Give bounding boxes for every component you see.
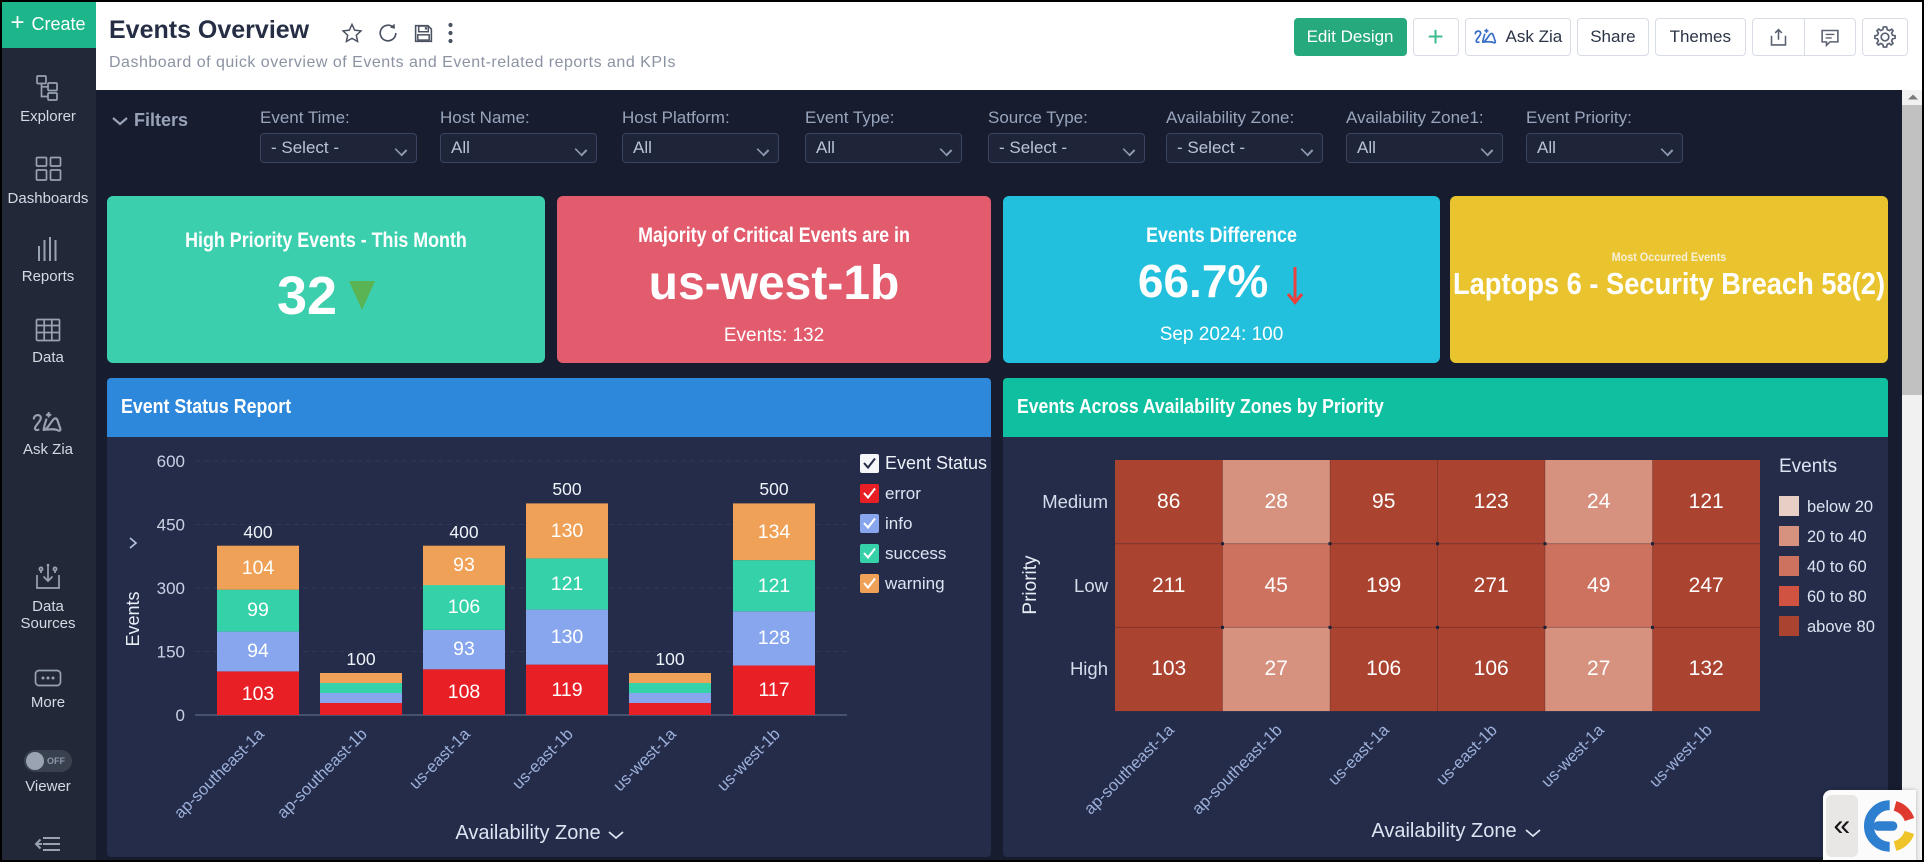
svg-text:49: 49 [1587, 574, 1610, 597]
svg-text:132: 132 [1689, 657, 1724, 680]
svg-text:103: 103 [1151, 657, 1186, 680]
svg-text:ap-southeast-1a: ap-southeast-1a [171, 725, 269, 823]
svg-text:Medium: Medium [1042, 491, 1108, 512]
svg-text:info: info [885, 514, 912, 533]
svg-text:below 20: below 20 [1807, 498, 1873, 516]
svg-text:ap-southeast-1b: ap-southeast-1b [274, 725, 371, 822]
svg-text:60 to 80: 60 to 80 [1807, 588, 1867, 606]
svg-text:150: 150 [157, 643, 185, 662]
svg-text:27: 27 [1587, 657, 1610, 680]
svg-text:400: 400 [243, 522, 272, 542]
svg-text:us-west-1a: us-west-1a [610, 725, 680, 795]
svg-text:199: 199 [1366, 574, 1401, 597]
svg-text:86: 86 [1157, 490, 1180, 513]
svg-text:121: 121 [758, 575, 791, 597]
svg-text:us-east-1a: us-east-1a [1325, 721, 1393, 789]
svg-text:Event Status: Event Status [885, 453, 987, 473]
svg-text:us-east-1b: us-east-1b [1433, 721, 1501, 789]
svg-text:103: 103 [242, 683, 275, 705]
svg-text:success: success [885, 544, 946, 563]
svg-text:500: 500 [552, 479, 581, 499]
svg-text:Low: Low [1074, 575, 1109, 596]
svg-text:High: High [1070, 658, 1108, 679]
svg-text:400: 400 [449, 522, 478, 542]
svg-text:Events: Events [1779, 456, 1837, 477]
svg-text:45: 45 [1265, 574, 1288, 597]
svg-text:134: 134 [758, 521, 791, 543]
svg-text:108: 108 [448, 681, 481, 703]
svg-text:ap-southeast-1a: ap-southeast-1a [1081, 721, 1179, 819]
svg-text:121: 121 [1689, 490, 1724, 513]
svg-text:271: 271 [1474, 574, 1509, 597]
svg-text:ap-southeast-1b: ap-southeast-1b [1189, 721, 1286, 818]
svg-text:600: 600 [157, 452, 185, 471]
svg-text:119: 119 [551, 679, 582, 701]
svg-text:128: 128 [758, 627, 791, 649]
svg-text:500: 500 [759, 479, 788, 499]
svg-text:104: 104 [242, 557, 275, 579]
svg-text:40 to 60: 40 to 60 [1807, 558, 1867, 576]
svg-text:Availability Zone: Availability Zone [455, 822, 600, 844]
svg-text:us-west-1b: us-west-1b [714, 725, 784, 795]
svg-text:Availability Zone: Availability Zone [1371, 820, 1516, 842]
svg-text:24: 24 [1587, 490, 1611, 513]
svg-text:94: 94 [247, 640, 269, 662]
svg-text:130: 130 [551, 626, 584, 648]
svg-text:warning: warning [884, 574, 945, 593]
svg-text:error: error [885, 484, 921, 503]
svg-text:99: 99 [247, 599, 269, 621]
svg-text:106: 106 [1366, 657, 1401, 680]
svg-text:247: 247 [1689, 574, 1724, 597]
svg-text:211: 211 [1152, 574, 1185, 597]
svg-text:106: 106 [448, 596, 481, 618]
svg-text:93: 93 [453, 554, 475, 576]
svg-text:123: 123 [1474, 490, 1509, 513]
svg-text:93: 93 [453, 638, 475, 660]
svg-text:us-east-1b: us-east-1b [509, 725, 577, 793]
svg-text:us-west-1a: us-west-1a [1538, 721, 1608, 791]
svg-text:Events: Events [123, 591, 143, 646]
svg-text:100: 100 [346, 649, 375, 669]
svg-text:106: 106 [1474, 657, 1509, 680]
svg-text:Priority: Priority [1020, 555, 1041, 615]
svg-text:117: 117 [758, 679, 789, 701]
svg-text:95: 95 [1372, 490, 1395, 513]
svg-text:130: 130 [551, 520, 584, 542]
svg-text:us-west-1b: us-west-1b [1646, 721, 1716, 791]
svg-text:450: 450 [157, 516, 185, 535]
svg-text:us-east-1a: us-east-1a [406, 725, 474, 793]
svg-text:0: 0 [176, 706, 185, 725]
svg-text:121: 121 [551, 573, 584, 595]
svg-text:20 to 40: 20 to 40 [1807, 528, 1867, 546]
svg-text:300: 300 [157, 579, 185, 598]
svg-text:above 80: above 80 [1807, 618, 1875, 636]
svg-text:28: 28 [1265, 490, 1288, 513]
svg-text:27: 27 [1265, 657, 1288, 680]
svg-text:100: 100 [655, 649, 684, 669]
